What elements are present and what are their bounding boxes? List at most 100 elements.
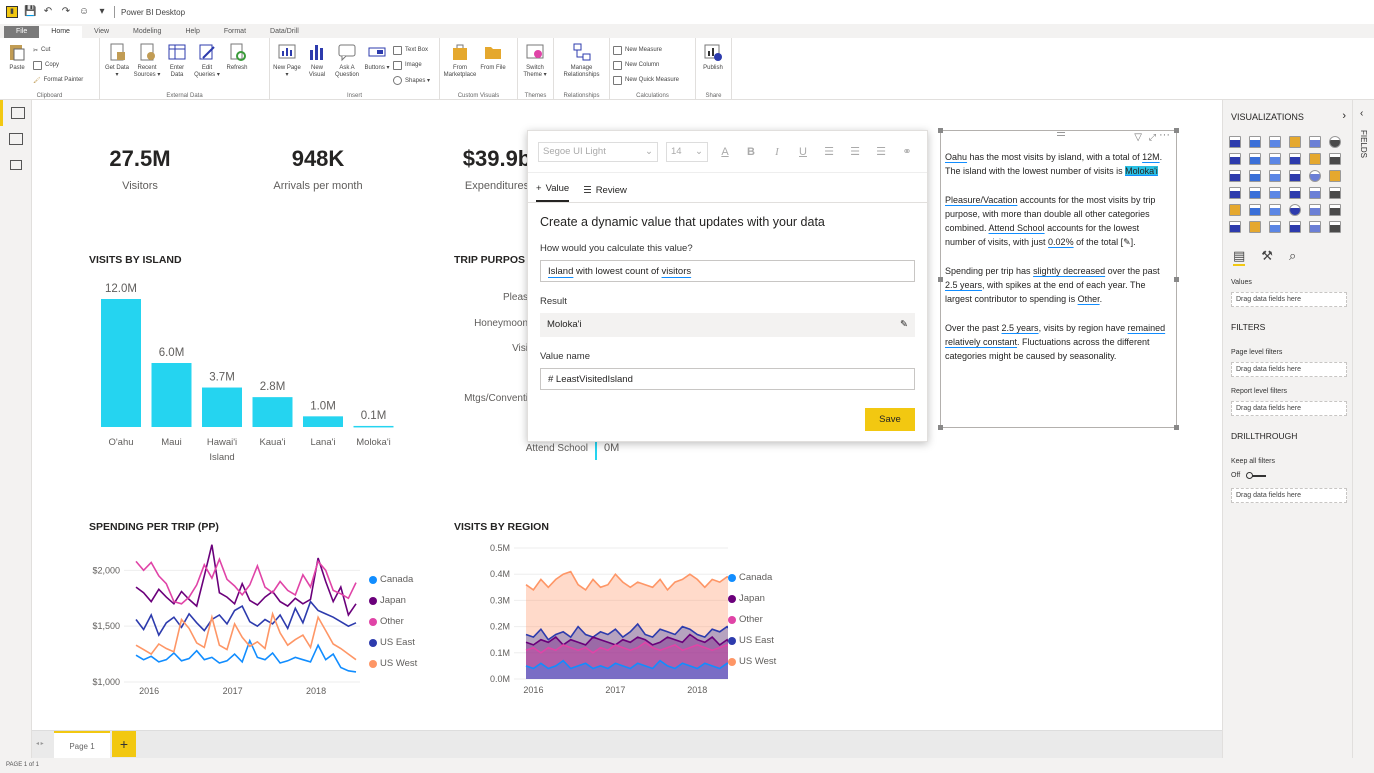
visual-type-icon[interactable]: [1289, 153, 1301, 165]
question-input[interactable]: Island with lowest count of visitors: [540, 260, 915, 282]
fields-pane-collapsed[interactable]: ‹ FIELDS: [1352, 100, 1374, 758]
smiley-feedback-icon[interactable]: ☺: [78, 6, 90, 17]
legend-item-canada[interactable]: Canada: [728, 567, 776, 588]
value-name-input[interactable]: # LeastVisitedIsland: [540, 368, 915, 390]
line-other[interactable]: [525, 641, 728, 654]
visual-type-icon[interactable]: [1229, 136, 1241, 148]
format-painter-button[interactable]: 🖌 Format Painter: [33, 77, 84, 84]
visits-by-region-chart[interactable]: 0.0M 0.1M 0.2M 0.3M 0.4M 0.5M 2016 2017 2018: [450, 540, 728, 700]
filter-icon[interactable]: ▽: [1134, 132, 1142, 143]
line-other[interactable]: [135, 556, 357, 605]
visual-type-icon[interactable]: [1269, 170, 1281, 182]
bold-icon[interactable]: B: [747, 145, 755, 158]
visual-type-icon[interactable]: [1229, 153, 1241, 165]
paste-button[interactable]: Paste: [3, 42, 31, 72]
smart-narrative-textbox[interactable]: ▽ ⤢ ··· Oahu has the most visits by isla…: [938, 128, 1179, 430]
get-data-button[interactable]: Get Data ▾: [103, 42, 131, 79]
tab-help[interactable]: Help: [185, 28, 200, 35]
line-canada[interactable]: [135, 638, 357, 673]
text-box-button[interactable]: Text Box: [393, 44, 430, 56]
legend-item-other[interactable]: Other: [728, 609, 776, 630]
refresh-button[interactable]: Refresh: [223, 42, 251, 72]
tab-data-drill[interactable]: Data/Drill: [270, 28, 299, 35]
resize-handle[interactable]: [1174, 128, 1179, 133]
edit-value-icon[interactable]: [✎]: [1120, 237, 1134, 248]
redo-icon[interactable]: ↷: [61, 6, 71, 17]
visual-type-icon[interactable]: [1229, 221, 1241, 233]
visual-type-icon[interactable]: [1309, 170, 1321, 182]
visual-type-icon[interactable]: [1309, 153, 1321, 165]
ask-question-button[interactable]: Ask A Question: [333, 42, 361, 79]
visual-type-icon[interactable]: [1329, 170, 1341, 182]
analytics-magnifier-icon[interactable]: ⌕: [1288, 248, 1297, 263]
legend-item-other[interactable]: Other: [369, 611, 417, 632]
paint-roller-icon[interactable]: ⚒: [1261, 248, 1273, 263]
bar-moloka-i[interactable]: [353, 425, 394, 428]
font-size-select[interactable]: 14 ⌄: [666, 141, 708, 162]
legend-item-canada[interactable]: Canada: [369, 569, 417, 590]
save-icon[interactable]: 💾: [24, 6, 37, 17]
visual-type-icon[interactable]: [1289, 204, 1301, 216]
align-center-icon[interactable]: ☰: [850, 146, 860, 158]
line-japan[interactable]: [525, 633, 728, 651]
bar-o-ahu[interactable]: [101, 299, 141, 427]
tab-value[interactable]: + Value: [536, 183, 570, 202]
from-marketplace-button[interactable]: From Marketplace: [443, 42, 477, 79]
visual-type-icon[interactable]: [1309, 221, 1321, 233]
page-nav-arrows-icon[interactable]: ◂ ▸: [36, 741, 44, 747]
visual-type-icon[interactable]: [1289, 170, 1301, 182]
font-color-icon[interactable]: A: [721, 145, 729, 158]
from-file-button[interactable]: From File: [479, 42, 507, 72]
shapes-button[interactable]: Shapes ▾: [393, 74, 430, 86]
visual-type-icon[interactable]: [1309, 204, 1321, 216]
visual-type-icon[interactable]: [1249, 221, 1261, 233]
visual-type-icon[interactable]: [1229, 187, 1241, 199]
recent-sources-button[interactable]: Recent Sources ▾: [133, 42, 161, 79]
link-icon[interactable]: ⚭: [902, 146, 912, 158]
visual-type-icon[interactable]: [1329, 187, 1341, 199]
bar-hawai-i-island[interactable]: [202, 387, 242, 427]
customize-toolbar-icon[interactable]: ▾: [99, 6, 105, 17]
visual-type-icon[interactable]: [1269, 187, 1281, 199]
visual-type-icon[interactable]: [1229, 170, 1241, 182]
switch-theme-button[interactable]: Switch Theme ▾: [521, 42, 549, 79]
resize-handle[interactable]: [938, 425, 943, 430]
save-button[interactable]: Save: [865, 408, 915, 431]
kpi-visitors[interactable]: 27.5M Visitors: [90, 146, 190, 192]
line-us-west[interactable]: [525, 570, 728, 592]
chevron-left-icon[interactable]: ‹: [1360, 108, 1364, 119]
visual-type-icon[interactable]: [1249, 204, 1261, 216]
tab-file[interactable]: File: [4, 26, 40, 38]
legend-item-us-west[interactable]: US West: [369, 653, 417, 674]
align-left-icon[interactable]: ☰: [824, 146, 834, 158]
bar-kaua-i[interactable]: [252, 397, 293, 427]
visits-by-island-chart[interactable]: 12.0M O'ahu 6.0M Maui 3.7M Hawai'i Island 2.8M K…: [89, 270, 419, 470]
buttons-button[interactable]: Buttons ▾: [363, 42, 391, 72]
keep-filters-toggle[interactable]: Off: [1231, 471, 1267, 479]
model-view-button[interactable]: [0, 152, 32, 178]
align-right-icon[interactable]: ☰: [876, 146, 886, 158]
visual-type-icon[interactable]: [1309, 187, 1321, 199]
visual-type-icon[interactable]: [1269, 136, 1281, 148]
visual-type-icon[interactable]: [1249, 136, 1261, 148]
data-view-button[interactable]: [0, 126, 32, 152]
undo-icon[interactable]: ↶: [43, 6, 53, 17]
new-visual-button[interactable]: New Visual: [303, 42, 331, 79]
drillthrough-dropzone[interactable]: Drag data fields here: [1231, 488, 1347, 503]
visual-type-icon[interactable]: [1329, 204, 1341, 216]
resize-handle[interactable]: [1174, 277, 1179, 282]
kpi-arrivals[interactable]: 948K Arrivals per month: [260, 146, 376, 192]
manage-relationships-button[interactable]: Manage Relationships: [560, 42, 604, 79]
tab-review[interactable]: ☰ Review: [583, 185, 627, 196]
bar-maui[interactable]: [151, 363, 192, 427]
pencil-edit-icon[interactable]: ✎: [900, 319, 908, 330]
new-column-button[interactable]: New Column: [613, 59, 679, 71]
visual-type-icon[interactable]: [1269, 204, 1281, 216]
spending-per-trip-chart[interactable]: $1,000 $1,500 $2,000 2016 2017 2018: [78, 540, 368, 700]
line-us-east[interactable]: [135, 600, 357, 637]
line-canada[interactable]: [525, 659, 728, 670]
visual-type-icon[interactable]: [1289, 221, 1301, 233]
underline-icon[interactable]: U: [799, 145, 807, 158]
values-dropzone[interactable]: Drag data fields here: [1231, 292, 1347, 307]
italic-icon[interactable]: I: [775, 145, 779, 158]
